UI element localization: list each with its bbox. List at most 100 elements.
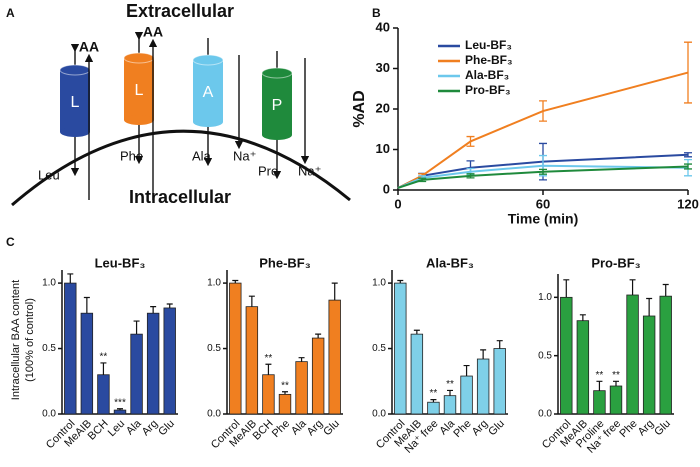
transporter-bottom <box>262 130 292 140</box>
transporter-top <box>192 54 224 66</box>
error-bar <box>579 314 586 321</box>
legend-label: Leu-BF₃ <box>465 38 512 52</box>
error-bar <box>447 389 453 396</box>
y-axis-label: Intracellular BAA content <box>10 280 22 400</box>
bar <box>229 282 242 415</box>
transporter-label: L <box>135 82 144 99</box>
bar <box>443 395 457 415</box>
series-line <box>397 165 689 189</box>
error-bar <box>117 408 123 411</box>
transporter-bottom <box>60 127 90 137</box>
bar <box>163 307 176 415</box>
x-tick-label: 0 <box>394 196 401 211</box>
y-tick-label: 20 <box>376 100 390 115</box>
substrate-label: Pro <box>258 163 278 178</box>
bar <box>328 299 341 415</box>
error-bar <box>397 279 404 284</box>
bar <box>626 294 639 415</box>
bar <box>476 358 490 415</box>
error-bar <box>646 297 653 316</box>
transporter-label: P <box>272 97 283 114</box>
transporter <box>262 73 292 135</box>
y-tick-label: 0.0 <box>538 409 552 420</box>
intracellular-label: Intracellular <box>129 187 231 207</box>
y-tick-label: 0.5 <box>538 350 552 361</box>
error-bar <box>298 357 305 362</box>
series-line <box>397 164 689 189</box>
error-bar <box>613 380 619 386</box>
x-tick-label: Glu <box>652 418 673 439</box>
error-bar <box>315 333 322 339</box>
error-bar <box>232 279 239 284</box>
significance: ** <box>596 370 604 381</box>
x-tick-label: Glu <box>321 418 342 439</box>
y-tick-label: 1.0 <box>538 292 552 303</box>
bar <box>80 312 94 415</box>
significance: ** <box>612 370 620 381</box>
error-bar <box>331 282 338 301</box>
significance: *** <box>114 397 126 408</box>
y-tick-label: 0.5 <box>207 343 221 354</box>
x-tick-label: Glu <box>156 418 177 439</box>
significance: ** <box>446 379 454 390</box>
bar <box>410 333 424 415</box>
y-tick-label: 40 <box>376 19 390 34</box>
y-tick-label: 0.5 <box>42 343 56 354</box>
transporter-label: L <box>71 94 80 111</box>
bar <box>262 374 275 415</box>
transporter-top <box>261 67 293 79</box>
bar <box>146 312 160 415</box>
x-tick-label: Glu <box>486 418 507 439</box>
extracellular-label: Extracellular <box>126 1 234 21</box>
bar <box>609 385 623 415</box>
error-bar <box>100 362 107 375</box>
series-line <box>397 71 689 189</box>
error-bar <box>662 283 669 297</box>
significance: ** <box>265 353 273 364</box>
error-bar <box>150 306 157 314</box>
y-tick-label: 1.0 <box>207 278 221 289</box>
legend-label: Phe-BF₃ <box>465 53 513 67</box>
substrate-label: Ala <box>192 148 212 163</box>
error-bar <box>248 295 255 307</box>
bar <box>460 375 473 415</box>
substrate-label: Phe <box>120 148 143 163</box>
y-tick-label: 1.0 <box>42 278 56 289</box>
error-bar <box>596 380 603 391</box>
legend-label: Pro-BF₃ <box>465 83 511 97</box>
error-bar <box>413 329 420 335</box>
transporter-top <box>123 52 155 64</box>
bar <box>311 337 325 415</box>
x-axis-label: Time (min) <box>508 211 579 227</box>
error-bar <box>480 349 487 360</box>
substrate-label: Leu <box>38 167 60 182</box>
y-axis-label: %AD <box>351 90 368 127</box>
transporter-bottom <box>193 117 223 127</box>
y-tick-label: 0 <box>383 181 390 196</box>
substrate-label: Na⁺ <box>298 163 321 178</box>
error-bar <box>282 391 288 395</box>
chart-title: Leu-BF₃ <box>95 255 146 270</box>
substrate-label: Na⁺ <box>233 148 256 163</box>
x-tick-label: 120 <box>677 196 699 211</box>
transporter-top <box>59 64 91 76</box>
chart-title: Pro-BF₃ <box>591 255 640 270</box>
bar <box>427 401 440 415</box>
bar <box>97 374 110 415</box>
bar <box>593 390 606 415</box>
chart-title: Ala-BF₃ <box>426 255 474 270</box>
error-bar <box>83 296 90 314</box>
y-tick-label: 1.0 <box>372 278 386 289</box>
error-bar <box>265 363 272 375</box>
y-tick-label: 0.0 <box>42 409 56 420</box>
error-bar <box>629 279 636 295</box>
bar <box>493 348 506 415</box>
error-bar <box>133 320 140 335</box>
error-bar <box>496 340 503 349</box>
error-bar <box>166 303 173 308</box>
bar <box>245 306 259 415</box>
significance: ** <box>100 352 108 363</box>
y-tick-label: 0.0 <box>372 409 386 420</box>
significance: ** <box>281 380 289 391</box>
